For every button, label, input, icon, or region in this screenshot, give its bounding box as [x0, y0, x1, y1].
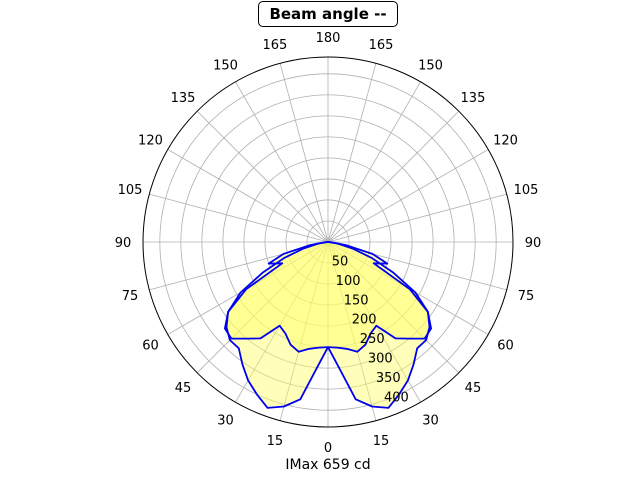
- angle-tick-label: 120: [493, 134, 518, 149]
- fill-area: [224, 242, 432, 408]
- angle-tick-label: 15: [267, 434, 284, 449]
- angle-grid-line: [196, 110, 329, 243]
- chart-title: Beam angle --: [258, 1, 398, 27]
- series-line: [223, 241, 433, 353]
- angle-tick-label: 165: [263, 38, 288, 53]
- angle-tick-label: 120: [138, 134, 163, 149]
- radial-tick-label: 250: [360, 332, 385, 347]
- radial-tick-label: 100: [336, 274, 361, 289]
- angle-tick-label: 90: [115, 236, 132, 251]
- angle-grid-line: [235, 241, 329, 403]
- radial-tick-label: 150: [344, 293, 369, 308]
- polar-frame: [142, 56, 514, 428]
- angle-grid-line: [149, 241, 329, 291]
- angle-grid-line: [327, 63, 377, 243]
- radial-tick-labels: 50 100 150 200 250 300 350 400: [332, 254, 409, 405]
- angle-tick-label: 90: [525, 236, 542, 251]
- angle-tick-label: 30: [217, 414, 234, 429]
- angle-tick-label: 30: [422, 414, 439, 429]
- series-fill: [224, 242, 432, 352]
- angle-grid-line: [327, 149, 489, 243]
- radial-tick-label: 350: [376, 371, 401, 386]
- angle-grid-line: [327, 110, 460, 243]
- angle-grid-line: [279, 63, 329, 243]
- angle-grid-line: [327, 241, 507, 291]
- angle-tick-labels: 0 15 30 45 60 75 90 105 120 135 150 165 180 165 150 135…: [115, 31, 542, 456]
- angle-tick-label: 15: [373, 434, 390, 449]
- angle-tick-label: 60: [497, 339, 514, 354]
- angle-grid-line: [167, 149, 329, 243]
- angle-grid-line: [279, 241, 329, 421]
- angle-grid-line: [327, 81, 421, 243]
- angle-grid-line: [327, 241, 460, 374]
- angle-tick-label: 135: [461, 91, 486, 106]
- series-lines: [223, 241, 433, 409]
- angle-tick-label: 150: [418, 58, 443, 73]
- angle-grid-line: [327, 193, 507, 243]
- angle-tick-label: 150: [213, 58, 238, 73]
- angle-grid-line: [149, 193, 329, 243]
- x-axis-label: IMax 659 cd: [285, 457, 371, 473]
- angle-grid-line: [235, 81, 329, 243]
- radial-tick-label: 300: [368, 352, 393, 367]
- angle-tick-label: 75: [518, 289, 535, 304]
- angle-tick-label: 105: [118, 183, 143, 198]
- angle-tick-label: 45: [175, 381, 192, 396]
- angle-tick-label: 0: [324, 441, 332, 456]
- radial-tick-label: 200: [352, 313, 377, 328]
- angle-tick-label: 60: [142, 339, 159, 354]
- radial-tick-label: 400: [384, 390, 409, 405]
- angle-tick-label: 75: [122, 289, 139, 304]
- angle-grid-line: [327, 241, 377, 421]
- angle-tick-label: 45: [465, 381, 482, 396]
- series-fill: [226, 242, 430, 408]
- angle-tick-label: 105: [514, 183, 539, 198]
- angle-tick-label: 135: [171, 91, 196, 106]
- angle-grid-line: [196, 241, 329, 374]
- angle-tick-label: 165: [369, 38, 394, 53]
- angle-tick-label: 180: [316, 31, 341, 46]
- radial-tick-label: 50: [332, 254, 349, 269]
- angle-grid-line: [327, 241, 421, 403]
